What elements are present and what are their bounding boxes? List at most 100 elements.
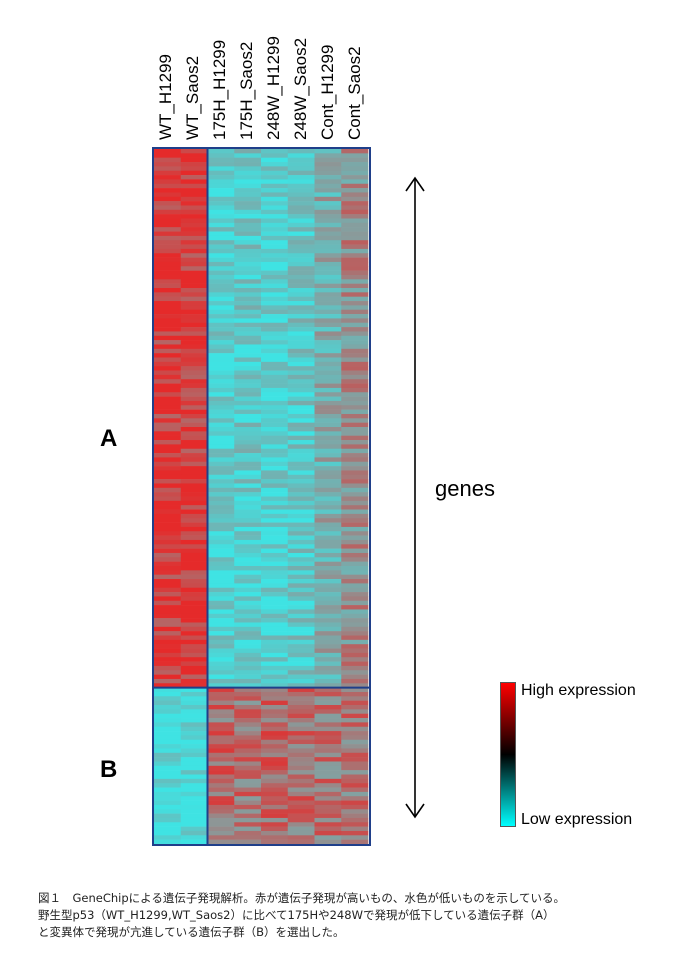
heatmap-cell bbox=[180, 770, 208, 775]
heatmap-cell bbox=[207, 526, 235, 532]
heatmap-cell bbox=[207, 687, 235, 693]
heatmap-cell bbox=[234, 509, 262, 515]
heatmap-cell bbox=[154, 387, 182, 393]
heatmap-cell bbox=[180, 800, 208, 806]
heatmap-cell bbox=[261, 552, 289, 558]
heatmap-cell bbox=[314, 674, 342, 680]
heatmap-cell bbox=[287, 592, 315, 597]
heatmap-cell bbox=[180, 839, 208, 845]
heatmap-cell bbox=[154, 787, 182, 793]
heatmap-cell bbox=[180, 205, 208, 211]
heatmap-cell bbox=[261, 813, 289, 819]
heatmap-cell bbox=[341, 162, 369, 167]
heatmap-cell bbox=[261, 592, 289, 597]
heatmap-cell bbox=[287, 618, 315, 623]
heatmap-cell bbox=[180, 240, 208, 245]
heatmap-cell bbox=[261, 522, 289, 528]
heatmap-cell bbox=[287, 809, 315, 814]
heatmap-cell bbox=[261, 722, 289, 728]
heatmap-cell bbox=[234, 796, 262, 801]
heatmap-cell bbox=[154, 496, 182, 502]
heatmap-cell bbox=[234, 644, 262, 649]
heatmap-cell bbox=[261, 335, 289, 341]
heatmap-cell bbox=[180, 409, 208, 415]
heatmap-cell bbox=[207, 757, 235, 762]
heatmap-cell bbox=[234, 748, 262, 754]
heatmap-cell bbox=[154, 566, 182, 571]
heatmap-cell bbox=[341, 466, 369, 471]
heatmap-cell bbox=[180, 731, 208, 736]
heatmap-cell bbox=[154, 318, 182, 324]
heatmap-cell bbox=[287, 361, 315, 367]
heatmap-cell bbox=[341, 222, 369, 228]
heatmap-cell bbox=[261, 214, 289, 219]
heatmap-cell bbox=[341, 214, 369, 219]
heatmap-cell bbox=[154, 274, 182, 280]
heatmap-cell bbox=[154, 370, 182, 376]
heatmap-cell bbox=[154, 314, 182, 319]
heatmap-cell bbox=[234, 309, 262, 315]
heatmap-cell bbox=[287, 335, 315, 341]
heatmap-cell bbox=[287, 661, 315, 667]
heatmap-cell bbox=[234, 422, 262, 428]
heatmap-cell bbox=[154, 270, 182, 276]
heatmap-cell bbox=[180, 531, 208, 536]
heatmap-cell bbox=[154, 427, 182, 432]
heatmap-cell bbox=[154, 405, 182, 410]
heatmap-cell bbox=[154, 665, 182, 671]
heatmap-cell bbox=[180, 757, 208, 762]
heatmap-cell bbox=[234, 657, 262, 662]
heatmap-cell bbox=[287, 570, 315, 575]
heatmap-cell bbox=[154, 448, 182, 454]
heatmap-cell bbox=[207, 509, 235, 515]
heatmap-cell bbox=[341, 700, 369, 706]
heatmap-cell bbox=[287, 331, 315, 337]
heatmap-cell bbox=[314, 470, 342, 476]
heatmap-cell bbox=[314, 691, 342, 697]
heatmap-cell bbox=[261, 392, 289, 397]
heatmap-cell bbox=[261, 387, 289, 393]
heatmap-cell bbox=[341, 227, 369, 232]
heatmap-cell bbox=[261, 361, 289, 367]
heatmap-cell bbox=[180, 370, 208, 376]
heatmap-cell bbox=[234, 183, 262, 189]
heatmap-cell bbox=[180, 335, 208, 341]
heatmap-cell bbox=[234, 283, 262, 289]
heatmap-cell bbox=[207, 374, 235, 380]
heatmap-cell bbox=[314, 839, 342, 845]
heatmap-cell bbox=[154, 513, 182, 519]
heatmap-cell bbox=[287, 726, 315, 732]
heatmap-cell bbox=[341, 266, 369, 271]
heatmap-cell bbox=[180, 413, 208, 419]
heatmap-cell bbox=[287, 522, 315, 528]
heatmap-cell bbox=[154, 783, 182, 788]
heatmap-cell bbox=[234, 683, 262, 688]
heatmap-cell bbox=[154, 209, 182, 215]
heatmap-cell bbox=[314, 609, 342, 615]
heatmap-cell bbox=[154, 392, 182, 397]
heatmap-cell bbox=[234, 483, 262, 489]
heatmap-cell bbox=[180, 283, 208, 289]
heatmap-cell bbox=[287, 644, 315, 649]
heatmap-cell bbox=[314, 735, 342, 741]
heatmap-cell bbox=[314, 149, 342, 154]
heatmap-cell bbox=[154, 830, 182, 836]
heatmap-cell bbox=[234, 613, 262, 619]
heatmap-cell bbox=[234, 492, 262, 497]
heatmap-cell bbox=[207, 392, 235, 397]
heatmap-cell bbox=[207, 322, 235, 328]
heatmap-cell bbox=[314, 705, 342, 710]
heatmap-cell bbox=[287, 453, 315, 458]
heatmap-cell bbox=[234, 757, 262, 762]
heatmap-cell bbox=[154, 639, 182, 645]
heatmap-cell bbox=[207, 765, 235, 771]
heatmap-cell bbox=[234, 335, 262, 341]
heatmap-cell bbox=[341, 731, 369, 736]
heatmap-cell bbox=[180, 535, 208, 541]
heatmap-cell bbox=[180, 609, 208, 615]
heatmap-cell bbox=[314, 270, 342, 276]
heatmap-cell bbox=[207, 170, 235, 176]
heatmap-cell bbox=[287, 440, 315, 445]
heatmap-cell bbox=[180, 570, 208, 575]
heatmap-cell bbox=[314, 500, 342, 506]
